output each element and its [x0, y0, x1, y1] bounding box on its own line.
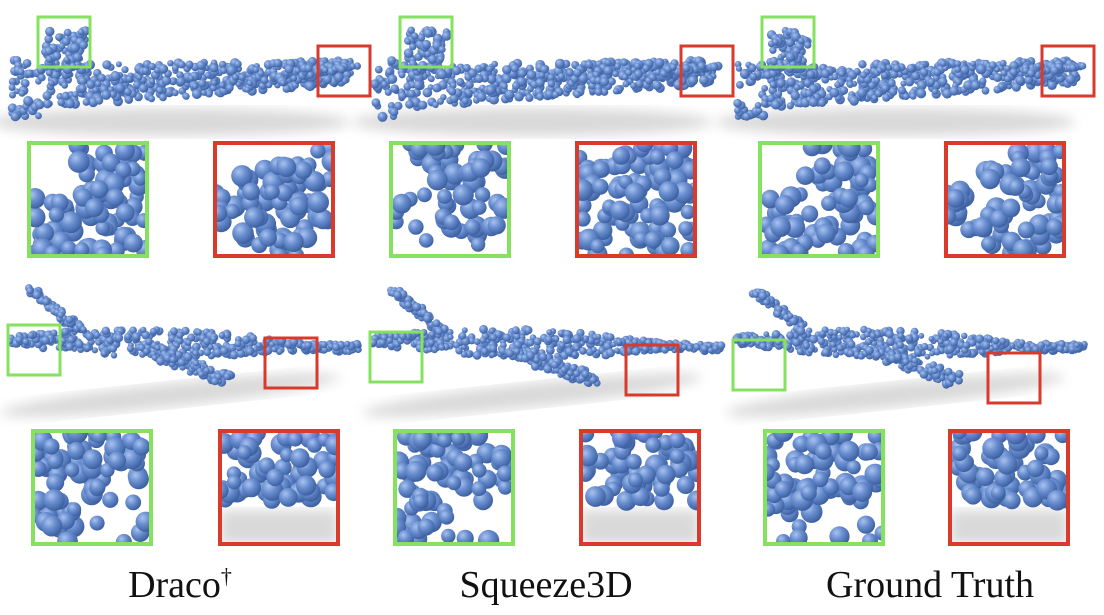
top-green-box-0 [36, 15, 92, 69]
zoom-top-green-2-frame [758, 141, 880, 258]
zoom-top-red-2 [946, 143, 1064, 256]
zoom-bottom-red-0-frame [218, 429, 340, 546]
zoom-top-red-1 [577, 143, 695, 256]
top-red-box-2 [1040, 44, 1096, 98]
zoom-top-red-0-frame [213, 141, 335, 258]
zoom-top-green-0-frame [27, 141, 149, 258]
bottom-green-box-0 [6, 323, 62, 377]
zoom-top-red-2-frame [944, 141, 1066, 258]
zoom-top-green-1-frame [389, 141, 511, 258]
zoom-bottom-red-0 [220, 431, 338, 544]
zoom-bottom-red-1-frame [579, 429, 701, 546]
zoom-top-red-0 [215, 143, 333, 256]
zoom-bottom-green-2 [765, 431, 883, 544]
caption-ground-truth: Ground Truth [826, 564, 1034, 606]
zoom-bottom-red-1 [581, 431, 699, 544]
airplane-bottom-0 [0, 284, 362, 417]
zoom-bottom-green-0 [33, 431, 151, 544]
bottom-green-box-1 [368, 330, 424, 384]
zoom-bottom-red-2-frame [948, 429, 1070, 546]
zoom-bottom-green-0-frame [31, 429, 153, 546]
zoom-top-green-2 [760, 143, 878, 256]
airplane-top-0 [0, 26, 361, 136]
top-red-box-1 [679, 44, 735, 98]
top-green-box-2 [760, 15, 816, 69]
airplane-top-1 [352, 26, 723, 136]
airplane-top-2 [715, 26, 1087, 136]
top-red-box-0 [316, 44, 372, 98]
bottom-red-box-0 [263, 336, 319, 390]
caption-draco: Draco† [128, 563, 232, 606]
zoom-bottom-green-1 [395, 431, 513, 544]
airplane-bottom-2 [725, 288, 1088, 417]
bottom-red-box-1 [624, 343, 680, 397]
top-green-box-1 [398, 15, 454, 69]
bottom-red-box-2 [986, 351, 1042, 405]
bottom-green-box-2 [731, 338, 787, 392]
zoom-top-red-1-frame [575, 141, 697, 258]
zoom-bottom-green-1-frame [393, 429, 515, 546]
zoom-bottom-green-2-frame [763, 429, 885, 546]
caption-squeeze3d: Squeeze3D [459, 564, 633, 606]
zoom-top-green-0 [29, 143, 147, 256]
zoom-top-green-1 [391, 143, 509, 252]
zoom-bottom-red-2 [950, 431, 1068, 544]
airplane-bottom-1 [362, 286, 726, 417]
